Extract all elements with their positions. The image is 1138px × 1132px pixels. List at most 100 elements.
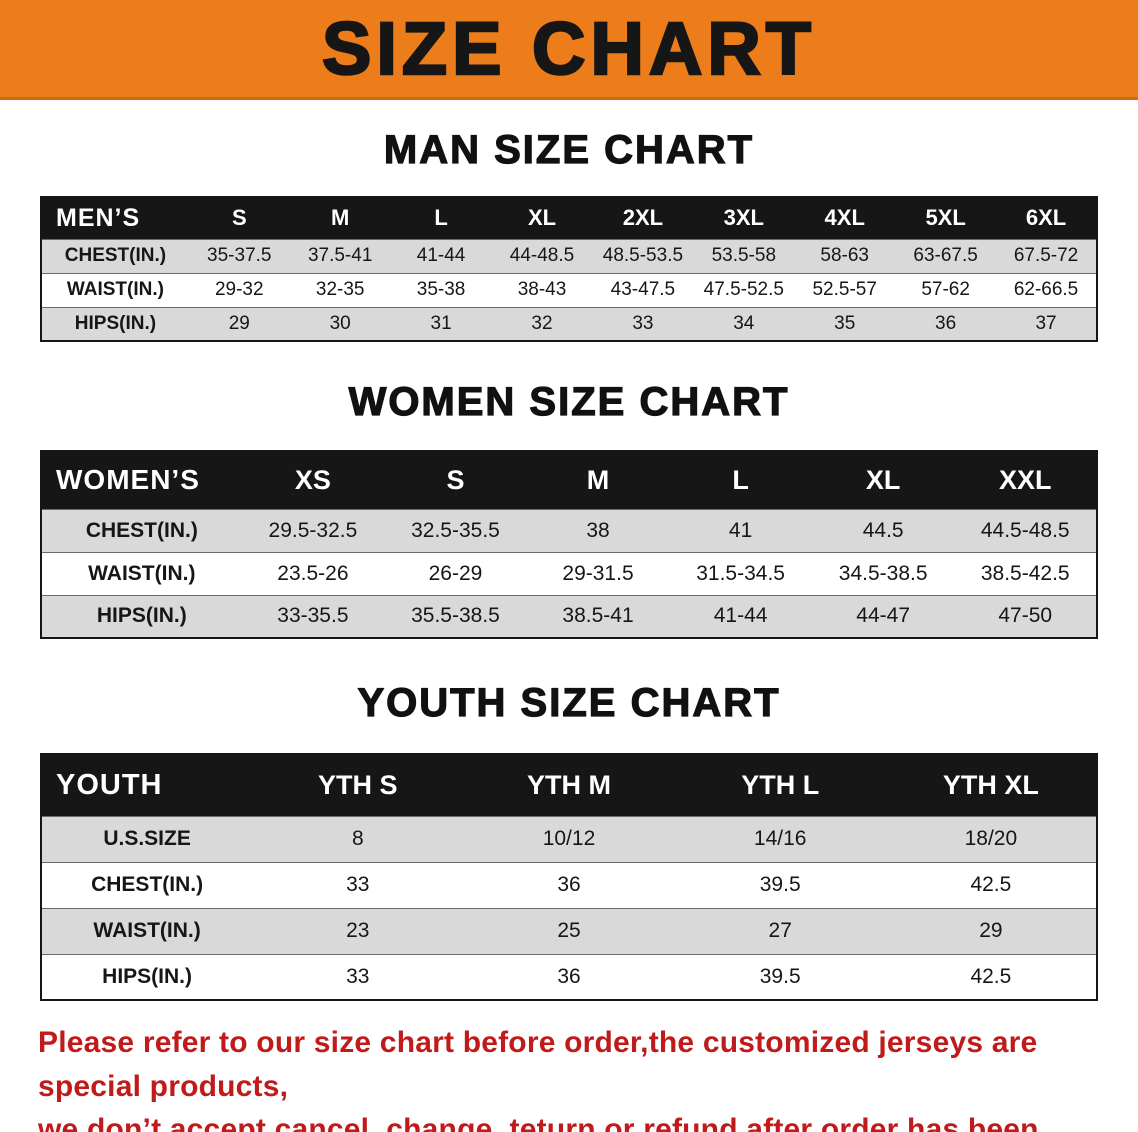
women-size-chart-section: WOMEN SIZE CHART WOMEN’S XS S M L XL XXL CHEST(… bbox=[0, 378, 1138, 639]
notice-line-2: we don’t accept cancel, change, teturn o… bbox=[38, 1113, 1039, 1132]
women-value-cell: 32.5-35.5 bbox=[411, 518, 500, 542]
youth-size-column-header: YTH M bbox=[463, 754, 675, 816]
men-size-column-header: 4XL bbox=[794, 197, 896, 239]
women-value-cell: 33-35.5 bbox=[277, 604, 349, 628]
youth-value-cell: 23 bbox=[346, 919, 370, 942]
women-size-column-header: S bbox=[384, 451, 527, 509]
youth-size-column-header: YTH S bbox=[252, 754, 464, 816]
youth-size-column-header: YTH XL bbox=[885, 754, 1097, 816]
youth-row-label: U.S.SIZE bbox=[103, 827, 191, 850]
youth-value-cell: 33 bbox=[346, 873, 370, 896]
women-value-cell: 29.5-32.5 bbox=[268, 518, 358, 542]
men-chart-heading: MAN SIZE CHART bbox=[383, 127, 755, 172]
youth-value-cell: 8 bbox=[351, 827, 364, 850]
men-row-label: WAIST(IN.) bbox=[66, 279, 164, 300]
youth-value-cell: 36 bbox=[557, 873, 581, 896]
men-size-column-header: L bbox=[390, 197, 492, 239]
women-corner-label: WOMEN’S bbox=[41, 451, 242, 509]
men-size-column-header: 2XL bbox=[592, 197, 694, 239]
men-value-cell: 44-48.5 bbox=[509, 245, 575, 266]
men-value-cell: 30 bbox=[329, 312, 351, 334]
men-value-cell: 58-63 bbox=[820, 245, 870, 266]
youth-value-cell: 39.5 bbox=[759, 964, 801, 988]
men-value-cell: 32-35 bbox=[315, 279, 365, 300]
women-row-label: WAIST(IN.) bbox=[88, 561, 196, 585]
youth-measure-row: HIPS(IN.) 33 36 39.5 42.5 bbox=[41, 954, 1097, 1000]
youth-value-cell: 42.5 bbox=[970, 873, 1012, 896]
women-value-cell: 47-50 bbox=[998, 604, 1053, 628]
men-value-cell: 32 bbox=[531, 312, 553, 334]
women-chart-heading: WOMEN SIZE CHART bbox=[348, 379, 790, 424]
men-value-cell: 38-43 bbox=[517, 279, 567, 300]
men-value-cell: 31 bbox=[430, 312, 452, 334]
women-header-row: WOMEN’S XS S M L XL XXL bbox=[41, 451, 1097, 509]
women-row-label: CHEST(IN.) bbox=[85, 518, 198, 542]
youth-value-cell: 39.5 bbox=[759, 873, 801, 896]
men-row-label: HIPS(IN.) bbox=[74, 312, 157, 334]
men-corner-label: MEN’S bbox=[41, 197, 189, 239]
men-value-cell: 62-66.5 bbox=[1013, 279, 1079, 300]
men-value-cell: 57-62 bbox=[921, 279, 970, 300]
men-value-cell: 43-47.5 bbox=[610, 279, 676, 300]
men-size-column-header: S bbox=[188, 197, 290, 239]
men-value-cell: 35 bbox=[834, 312, 856, 334]
men-value-cell: 29-32 bbox=[214, 279, 264, 300]
women-value-cell: 34.5-38.5 bbox=[838, 561, 928, 585]
youth-header-row: YOUTH YTH S YTH M YTH L YTH XL bbox=[41, 754, 1097, 816]
men-size-column-header: XL bbox=[491, 197, 593, 239]
youth-size-chart-section: YOUTH SIZE CHART YOUTH YTH S YTH M YTH L YTH… bbox=[0, 679, 1138, 1001]
order-notice: Please refer to our size chart before or… bbox=[38, 1021, 1100, 1132]
women-value-cell: 44.5-48.5 bbox=[980, 518, 1070, 542]
men-value-cell: 63-67.5 bbox=[913, 245, 978, 266]
youth-value-cell: 36 bbox=[557, 964, 581, 988]
youth-measure-row: WAIST(IN.) 23 25 27 29 bbox=[41, 908, 1097, 954]
youth-value-cell: 29 bbox=[979, 919, 1003, 942]
women-value-cell: 35.5-38.5 bbox=[411, 604, 500, 628]
youth-chart-heading: YOUTH SIZE CHART bbox=[357, 680, 781, 725]
men-value-cell: 48.5-53.5 bbox=[602, 245, 684, 266]
men-value-cell: 35-37.5 bbox=[207, 245, 272, 266]
youth-size-table: YOUTH YTH S YTH M YTH L YTH XL U.S.SIZE 8 10/12… bbox=[40, 753, 1098, 1001]
men-value-cell: 35-38 bbox=[416, 279, 466, 300]
women-value-cell: 23.5-26 bbox=[277, 561, 349, 585]
men-size-column-header: M bbox=[289, 197, 391, 239]
youth-corner-label: YOUTH bbox=[41, 754, 253, 816]
women-value-cell: 44.5 bbox=[862, 518, 904, 542]
banner: SIZE CHART bbox=[0, 0, 1138, 100]
men-value-cell: 53.5-58 bbox=[711, 245, 777, 266]
youth-row-label: CHEST(IN.) bbox=[91, 873, 204, 896]
women-value-cell: 44-47 bbox=[856, 604, 911, 628]
women-size-column-header: XXL bbox=[954, 451, 1097, 509]
youth-value-cell: 27 bbox=[768, 919, 792, 942]
banner-title: SIZE CHART bbox=[321, 6, 816, 90]
women-value-cell: 26-29 bbox=[428, 561, 483, 585]
youth-value-cell: 14/16 bbox=[753, 827, 807, 850]
youth-value-cell: 18/20 bbox=[964, 827, 1018, 850]
women-size-column-header: XS bbox=[241, 451, 385, 509]
men-size-table: MEN’S S M L XL 2XL 3XL 4XL 5XL 6XL CHEST(IN.) 35-37… bbox=[40, 196, 1098, 342]
men-size-column-header: 6XL bbox=[996, 197, 1097, 239]
women-value-cell: 38.5-42.5 bbox=[980, 561, 1070, 585]
youth-value-cell: 10/12 bbox=[542, 827, 596, 850]
women-measure-row: WAIST(IN.) 23.5-26 26-29 29-31.5 31.5-34.5 34… bbox=[41, 552, 1097, 595]
men-measure-row: WAIST(IN.) 29-32 32-35 35-38 38-43 43-47.5 47.… bbox=[41, 273, 1097, 307]
men-header-row: MEN’S S M L XL 2XL 3XL 4XL 5XL 6XL bbox=[41, 197, 1097, 239]
men-value-cell: 37.5-41 bbox=[307, 245, 373, 266]
women-value-cell: 31.5-34.5 bbox=[696, 561, 785, 585]
youth-row-label: WAIST(IN.) bbox=[93, 919, 201, 942]
men-size-column-header: 3XL bbox=[693, 197, 795, 239]
youth-measure-row: U.S.SIZE 8 10/12 14/16 18/20 bbox=[41, 816, 1097, 862]
men-value-cell: 41-44 bbox=[416, 245, 466, 266]
youth-measure-row: CHEST(IN.) 33 36 39.5 42.5 bbox=[41, 862, 1097, 908]
youth-value-cell: 42.5 bbox=[970, 964, 1012, 988]
women-value-cell: 41-44 bbox=[713, 604, 768, 628]
men-size-chart-section: MAN SIZE CHART MEN’S S M L XL 2XL 3XL 4XL 5XL 6XL… bbox=[0, 126, 1138, 342]
women-size-column-header: L bbox=[669, 451, 812, 509]
men-value-cell: 67.5-72 bbox=[1013, 245, 1079, 266]
women-value-cell: 38.5-41 bbox=[562, 604, 634, 628]
men-row-label: CHEST(IN.) bbox=[64, 245, 167, 266]
women-value-cell: 41 bbox=[728, 518, 753, 542]
men-value-cell: 34 bbox=[733, 312, 755, 334]
youth-row-label: HIPS(IN.) bbox=[102, 964, 193, 988]
women-value-cell: 38 bbox=[586, 518, 610, 542]
